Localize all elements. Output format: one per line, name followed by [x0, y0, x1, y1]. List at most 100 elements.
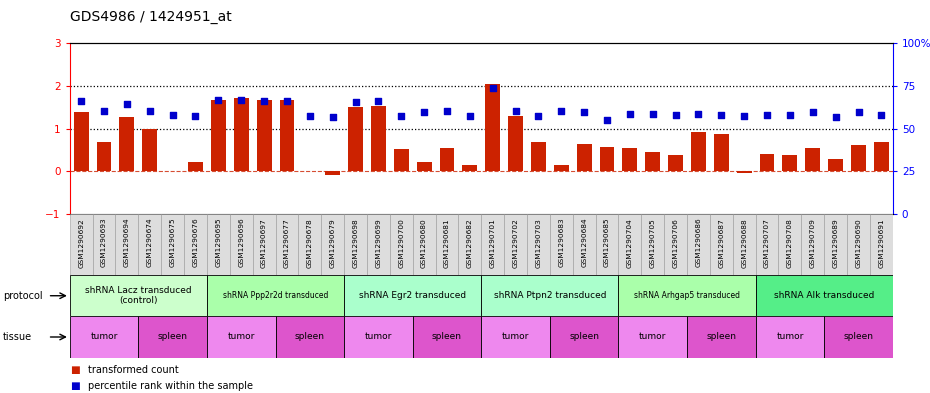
Text: transformed count: transformed count: [88, 365, 179, 375]
Bar: [367, 214, 390, 275]
Bar: [413, 214, 435, 275]
Point: [119, 101, 134, 107]
Text: GSM1290687: GSM1290687: [718, 218, 724, 268]
Text: shRNA Lacz transduced
(control): shRNA Lacz transduced (control): [85, 286, 192, 305]
Text: GDS4986 / 1424951_at: GDS4986 / 1424951_at: [70, 10, 232, 24]
Text: GSM1290705: GSM1290705: [650, 218, 656, 268]
Bar: [161, 214, 184, 275]
Text: spleen: spleen: [432, 332, 462, 342]
Text: shRNA Arhgap5 transduced: shRNA Arhgap5 transduced: [634, 291, 740, 300]
Bar: [184, 214, 206, 275]
Point: [622, 110, 637, 117]
Bar: [257, 100, 272, 171]
Text: GSM1290707: GSM1290707: [764, 218, 770, 268]
Bar: [710, 214, 733, 275]
Bar: [206, 316, 275, 358]
Bar: [527, 214, 550, 275]
Text: GSM1290708: GSM1290708: [787, 218, 793, 268]
Text: GSM1290689: GSM1290689: [832, 218, 839, 268]
Text: GSM1290704: GSM1290704: [627, 218, 633, 268]
Text: GSM1290674: GSM1290674: [147, 218, 153, 268]
Bar: [348, 107, 363, 171]
Bar: [119, 117, 134, 171]
Point: [737, 113, 751, 119]
Point: [142, 108, 157, 114]
Text: tumor: tumor: [365, 332, 392, 342]
Text: spleen: spleen: [569, 332, 599, 342]
Bar: [115, 214, 139, 275]
Bar: [573, 214, 595, 275]
Point: [760, 112, 775, 118]
Point: [714, 112, 729, 118]
Bar: [417, 162, 432, 171]
Bar: [595, 214, 618, 275]
Bar: [326, 171, 340, 175]
Bar: [70, 275, 206, 316]
Bar: [668, 155, 683, 171]
Point: [691, 110, 706, 117]
Text: GSM1290696: GSM1290696: [238, 218, 245, 268]
Bar: [481, 316, 550, 358]
Bar: [299, 214, 321, 275]
Point: [874, 112, 889, 118]
Text: GSM1290702: GSM1290702: [512, 218, 519, 268]
Point: [257, 98, 272, 104]
Bar: [737, 171, 751, 173]
Text: spleen: spleen: [157, 332, 188, 342]
Bar: [435, 214, 458, 275]
Text: tumor: tumor: [639, 332, 667, 342]
Text: protocol: protocol: [3, 291, 43, 301]
Bar: [344, 214, 367, 275]
Text: tumor: tumor: [228, 332, 255, 342]
Bar: [847, 214, 870, 275]
Text: GSM1290701: GSM1290701: [490, 218, 496, 268]
Point: [302, 113, 317, 119]
Bar: [393, 149, 408, 171]
Text: GSM1290693: GSM1290693: [101, 218, 107, 268]
Bar: [755, 214, 778, 275]
Bar: [206, 214, 230, 275]
Text: shRNA Alk transduced: shRNA Alk transduced: [774, 291, 874, 300]
Point: [485, 85, 500, 91]
Bar: [550, 316, 618, 358]
Text: GSM1290682: GSM1290682: [467, 218, 472, 268]
Bar: [413, 316, 481, 358]
Bar: [805, 148, 820, 171]
Bar: [550, 214, 573, 275]
Text: GSM1290683: GSM1290683: [558, 218, 565, 268]
Bar: [253, 214, 275, 275]
Text: GSM1290680: GSM1290680: [421, 218, 427, 268]
Bar: [782, 155, 797, 171]
Text: GSM1290709: GSM1290709: [810, 218, 816, 268]
Bar: [458, 214, 482, 275]
Bar: [802, 214, 824, 275]
Text: GSM1290677: GSM1290677: [284, 218, 290, 268]
Text: GSM1290678: GSM1290678: [307, 218, 312, 268]
Point: [554, 108, 569, 114]
Text: GSM1290698: GSM1290698: [352, 218, 359, 268]
Bar: [508, 116, 523, 171]
Bar: [870, 214, 893, 275]
Point: [851, 109, 866, 116]
Bar: [851, 145, 866, 171]
Bar: [733, 214, 755, 275]
Point: [440, 108, 455, 114]
Bar: [70, 214, 93, 275]
Bar: [504, 214, 527, 275]
Bar: [714, 134, 729, 171]
Bar: [188, 162, 203, 171]
Bar: [687, 214, 710, 275]
Bar: [139, 214, 161, 275]
Bar: [390, 214, 413, 275]
Point: [805, 109, 820, 116]
Bar: [622, 148, 637, 171]
Point: [348, 99, 363, 105]
Text: GSM1290692: GSM1290692: [78, 218, 85, 268]
Text: GSM1290676: GSM1290676: [193, 218, 198, 268]
Bar: [321, 214, 344, 275]
Text: GSM1290685: GSM1290685: [604, 218, 610, 268]
Point: [531, 113, 546, 119]
Text: GSM1290706: GSM1290706: [672, 218, 679, 268]
Bar: [642, 214, 664, 275]
Bar: [760, 154, 775, 171]
